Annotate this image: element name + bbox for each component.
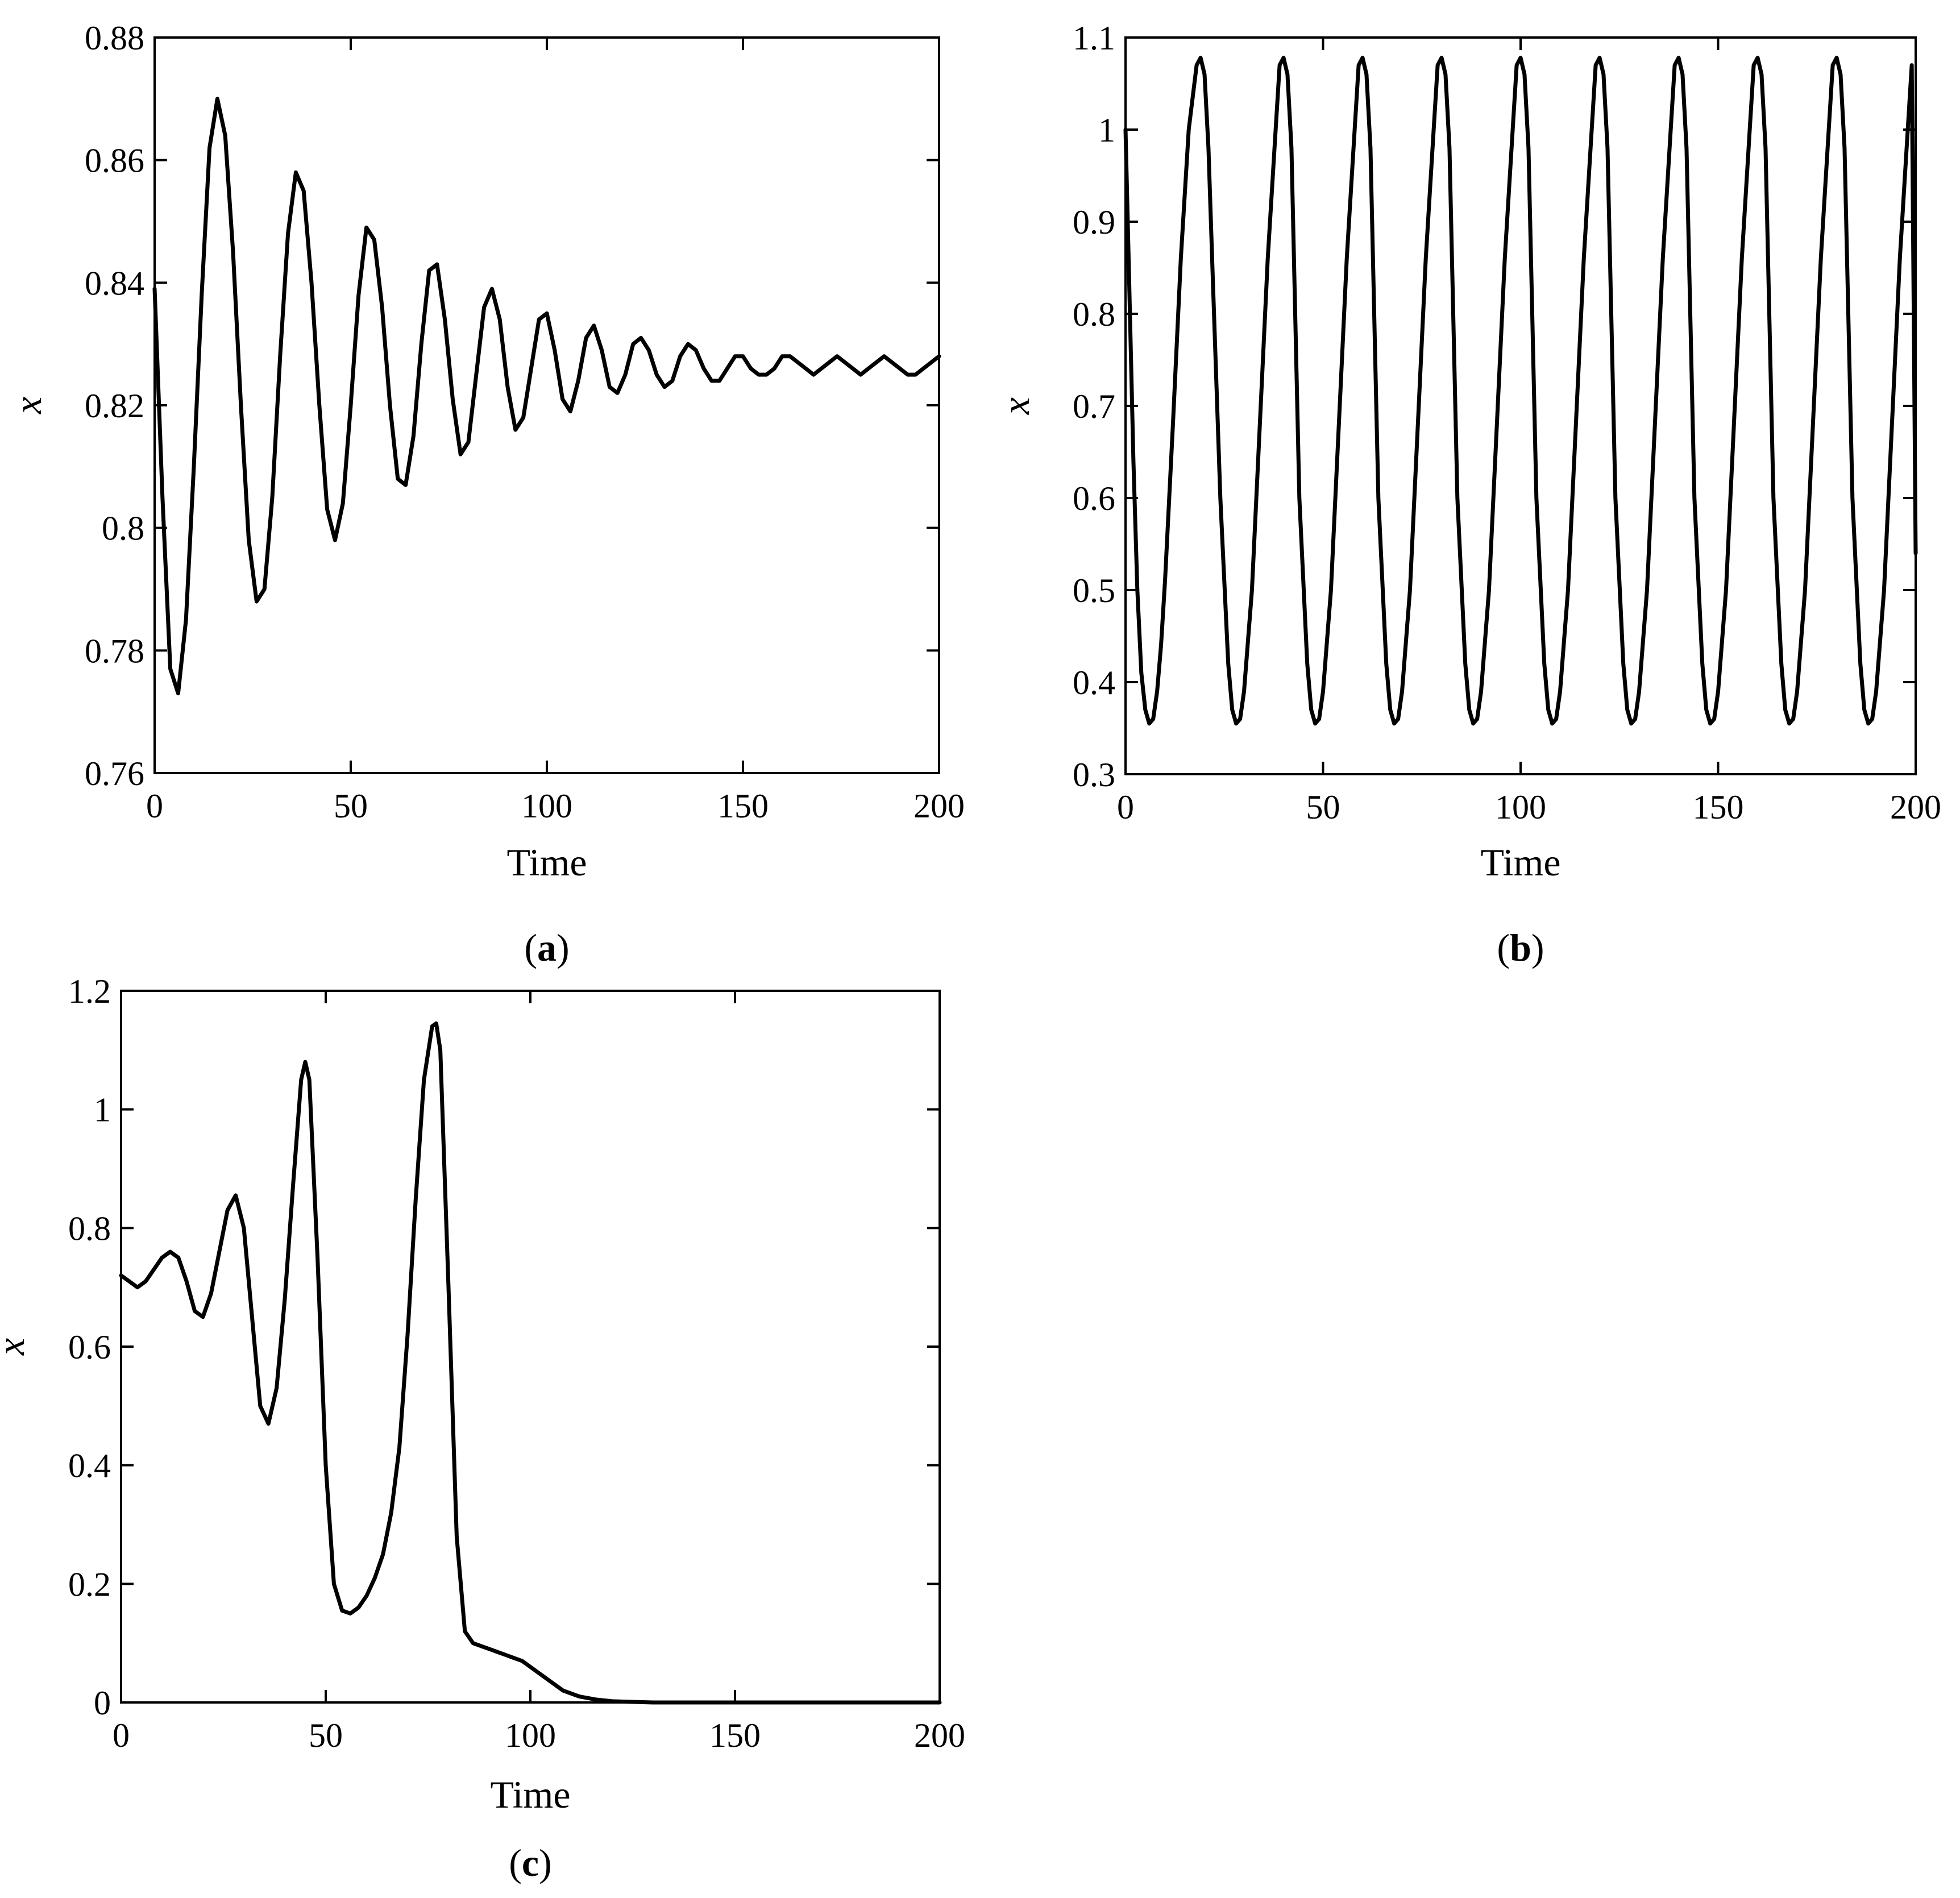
panel-b-ytick-label-0: 0.3 xyxy=(1073,756,1115,794)
panel-b-caption-open: ( xyxy=(1497,926,1510,969)
panel-b-xtick-label-0: 0 xyxy=(1117,788,1134,826)
panel-a-ytick-label-1: 0.78 xyxy=(85,632,144,670)
panel-c-ytick-labels: 0 0.2 0.4 0.6 0.8 1 1.2 xyxy=(68,973,111,1722)
panel-b-caption: (b) xyxy=(1497,926,1544,969)
panel-c-ytick-label-6: 1.2 xyxy=(68,973,111,1010)
panel-b-ytick-label-3: 0.6 xyxy=(1073,480,1115,517)
panel-b-ytick-labels: 0.3 0.4 0.5 0.6 0.7 0.8 0.9 1 1.1 xyxy=(1073,19,1115,794)
panel-b-ytick-label-2: 0.5 xyxy=(1073,572,1115,609)
panel-b-xtick-labels: 0 50 100 150 200 xyxy=(1117,788,1941,826)
panel-b-xtick-label-1: 50 xyxy=(1306,788,1340,826)
panel-c: 0 0.2 0.4 0.6 0.8 1 1.2 0 50 100 150 200 x Time (c… xyxy=(0,973,965,1884)
panel-c-xtick-labels: 0 50 100 150 200 xyxy=(113,1717,965,1754)
panel-c-xtick-label-4: 200 xyxy=(914,1717,965,1754)
panel-a-ylabel: x xyxy=(6,397,49,414)
panel-a-ytick-label-0: 0.76 xyxy=(85,755,144,792)
panel-a-xlabel: Time xyxy=(506,841,587,884)
panel-b-ytick-label-5: 0.8 xyxy=(1073,296,1115,333)
panel-a-xtick-label-3: 150 xyxy=(717,787,769,825)
panel-c-caption-letter: c xyxy=(522,1841,539,1884)
panel-c-xtick-label-2: 100 xyxy=(505,1717,556,1754)
panel-c-ytick-label-2: 0.4 xyxy=(68,1447,111,1485)
panel-c-ytick-label-4: 0.8 xyxy=(68,1210,111,1247)
panel-c-caption: (c) xyxy=(509,1841,552,1884)
panel-c-xlabel: Time xyxy=(490,1773,570,1816)
panel-a-axes-frame xyxy=(153,36,940,774)
panel-b-ticks xyxy=(1124,36,1917,775)
panel-a-xtick-labels: 0 50 100 150 200 xyxy=(146,787,965,825)
panel-b-ytick-label-1: 0.4 xyxy=(1073,664,1115,701)
panel-b-caption-letter: b xyxy=(1510,926,1531,969)
panel-c-series-line xyxy=(119,1021,942,1705)
panel-a-ytick-label-4: 0.84 xyxy=(85,264,144,302)
panel-a-series-line xyxy=(152,97,941,696)
panel-a: 0.76 0.78 0.8 0.82 0.84 0.86 0.88 0 50 100 150 200… xyxy=(6,19,965,969)
panel-b-ylabel: x xyxy=(994,397,1037,415)
panel-b-xlabel: Time xyxy=(1480,841,1560,884)
panel-c-ticks xyxy=(120,990,941,1704)
panel-b-xtick-label-4: 200 xyxy=(1890,788,1941,826)
panel-c-ytick-label-1: 0.2 xyxy=(68,1565,111,1603)
panel-b-ytick-label-4: 0.7 xyxy=(1073,388,1115,425)
panel-a-caption-letter: a xyxy=(537,926,557,969)
panel-b-caption-close: ) xyxy=(1531,926,1544,969)
panel-c-ylabel: x xyxy=(0,1338,32,1356)
panel-a-ticks xyxy=(153,36,940,774)
panel-a-xtick-label-2: 100 xyxy=(521,787,572,825)
panel-a-ytick-label-6: 0.88 xyxy=(85,19,144,57)
panel-b-ytick-label-8: 1.1 xyxy=(1073,19,1115,57)
panel-b-ytick-label-7: 1 xyxy=(1098,111,1115,149)
panel-b-axes-frame xyxy=(1124,36,1917,775)
panel-c-ytick-label-0: 0 xyxy=(94,1684,111,1722)
panel-b-xtick-label-3: 150 xyxy=(1693,788,1744,826)
panel-a-ytick-label-5: 0.86 xyxy=(85,142,144,180)
panel-b: 0.3 0.4 0.5 0.6 0.7 0.8 0.9 1 1.1 0 50 100 150 200 x… xyxy=(994,19,1941,969)
panel-c-axes-frame xyxy=(120,990,941,1704)
panel-c-caption-open: ( xyxy=(509,1841,522,1884)
panel-c-xtick-label-1: 50 xyxy=(309,1717,343,1754)
panel-a-xtick-label-4: 200 xyxy=(913,787,965,825)
panel-a-caption-close: ) xyxy=(557,926,570,969)
panel-a-caption-open: ( xyxy=(524,926,537,969)
panel-a-ytick-labels: 0.76 0.78 0.8 0.82 0.84 0.86 0.88 xyxy=(85,19,144,792)
panel-b-series-line xyxy=(1123,56,1918,726)
panel-a-ytick-label-2: 0.8 xyxy=(102,510,144,547)
panel-b-ytick-label-6: 0.9 xyxy=(1073,203,1115,241)
panel-a-ytick-label-3: 0.82 xyxy=(85,387,144,425)
panel-a-xtick-label-1: 50 xyxy=(334,787,368,825)
panel-c-ytick-label-3: 0.6 xyxy=(68,1328,111,1366)
panel-a-caption: (a) xyxy=(524,926,569,969)
panel-c-xtick-label-3: 150 xyxy=(709,1717,761,1754)
panel-c-ytick-label-5: 1 xyxy=(94,1091,111,1129)
panel-a-xtick-label-0: 0 xyxy=(146,787,163,825)
panel-b-xtick-label-2: 100 xyxy=(1495,788,1546,826)
panel-c-xtick-label-0: 0 xyxy=(113,1717,130,1754)
panel-c-caption-close: ) xyxy=(539,1841,552,1884)
